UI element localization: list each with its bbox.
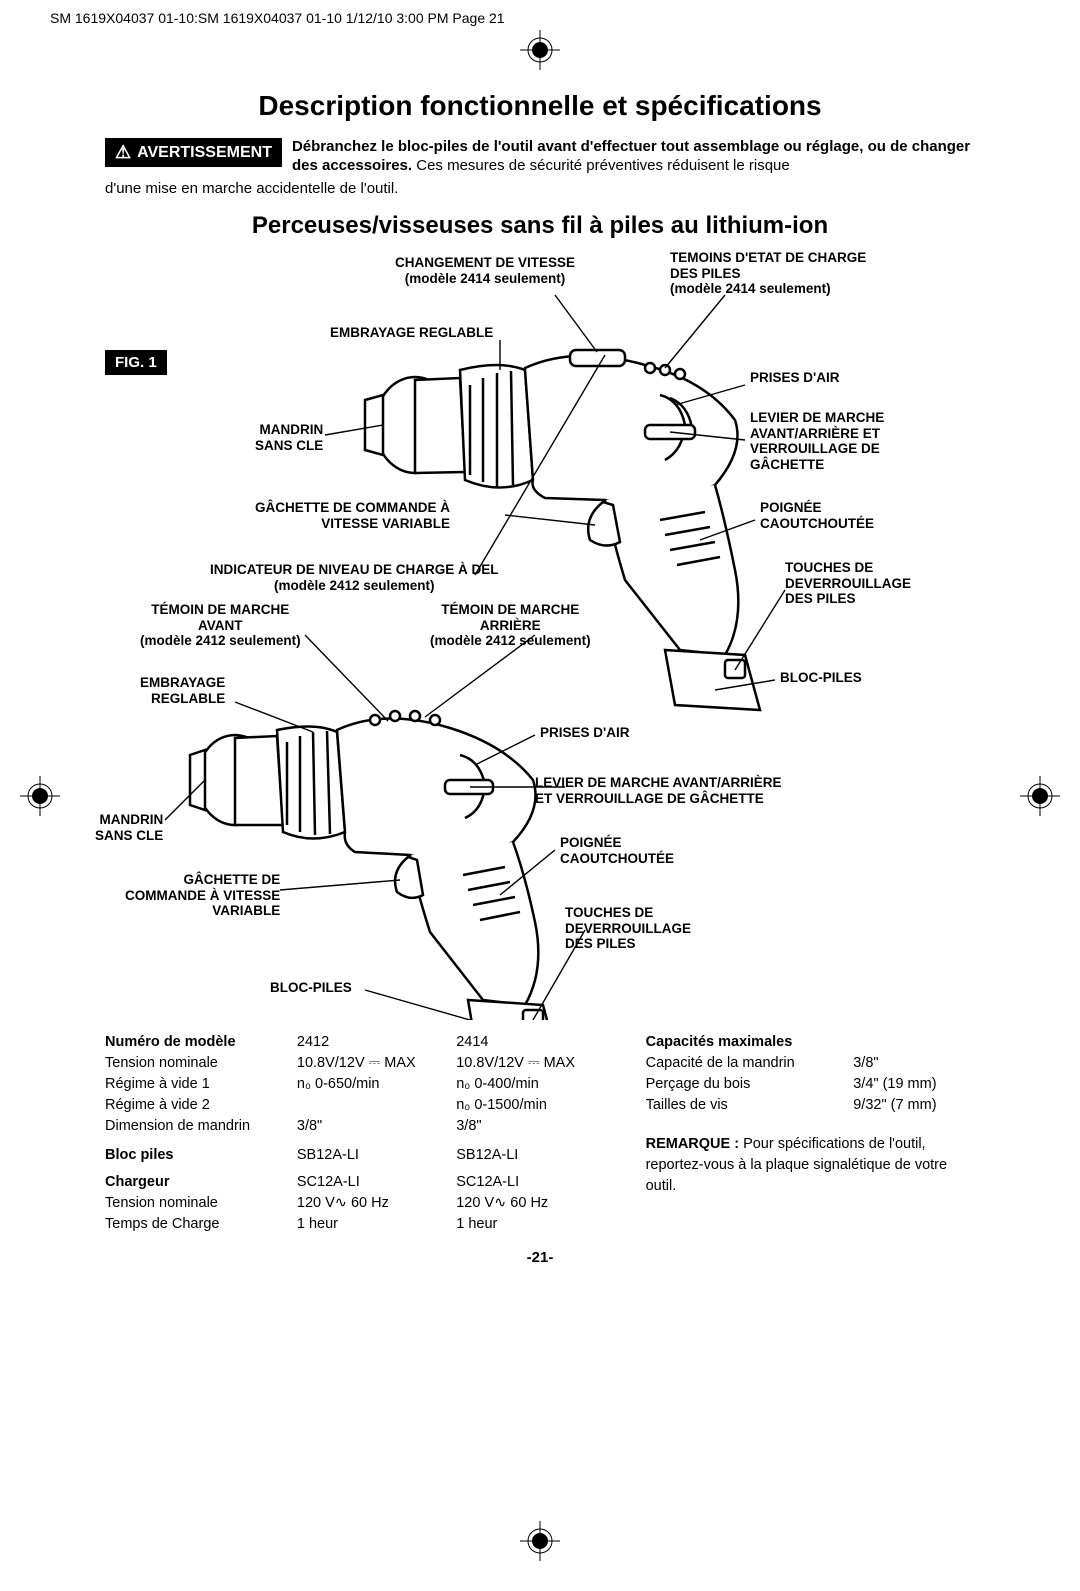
callout-battery-upper: BLOC-PILES bbox=[780, 670, 862, 686]
spec-row: Bloc pilesSB12A-LISB12A-LI bbox=[105, 1145, 616, 1166]
registration-mark-top bbox=[520, 30, 560, 70]
registration-mark-right bbox=[1020, 776, 1060, 816]
callout-fwd-rev-lower: LEVIER DE MARCHE AVANT/ARRIÈREET VERROUI… bbox=[535, 775, 782, 806]
cap-row: Tailles de vis9/32" (7 mm) bbox=[646, 1095, 975, 1116]
warning-badge: ⚠ AVERTISSEMENT bbox=[105, 138, 282, 167]
spec-row: Tension nominale10.8V/12V ⎓ MAX10.8V/12V… bbox=[105, 1053, 616, 1074]
spec-row: Tension nominale120 V∿ 60 Hz120 V∿ 60 Hz bbox=[105, 1193, 616, 1214]
callout-keyless-chuck-upper: MANDRINSANS CLE bbox=[255, 422, 323, 453]
callout-air-vents-lower: PRISES D'AIR bbox=[540, 725, 629, 741]
page-number: -21- bbox=[105, 1249, 975, 1266]
subtitle: Perceuses/visseuses sans fil à piles au … bbox=[105, 212, 975, 240]
callout-speed-change: CHANGEMENT DE VITESSE(modèle 2414 seulem… bbox=[395, 255, 575, 286]
callout-adj-clutch-lower: EMBRAYAGEREGLABLE bbox=[140, 675, 225, 706]
registration-mark-bottom bbox=[520, 1521, 560, 1561]
warning-label: AVERTISSEMENT bbox=[137, 144, 272, 162]
diagram-area: FIG. 1 bbox=[105, 250, 975, 1020]
callout-rubber-grip-upper: POIGNÉECAOUTCHOUTÉE bbox=[760, 500, 874, 531]
spec-row: ChargeurSC12A-LISC12A-LI bbox=[105, 1172, 616, 1193]
spec-row: Régime à vide 1n₀ 0-650/minn₀ 0-400/min bbox=[105, 1074, 616, 1095]
warning-continuation: d'une mise en marche accidentelle de l'o… bbox=[105, 180, 975, 199]
callout-battery-status: TEMOINS D'ETAT DE CHARGEDES PILES(modèle… bbox=[670, 250, 866, 297]
callout-fwd-led: TÉMOIN DE MARCHEAVANT(modèle 2412 seulem… bbox=[140, 602, 301, 649]
spec-col-2414: 2414 bbox=[456, 1032, 615, 1053]
callout-adj-clutch-upper: EMBRAYAGE REGLABLE bbox=[330, 325, 493, 341]
main-title: Description fonctionnelle et spécificati… bbox=[105, 90, 975, 122]
cap-row: Perçage du bois3/4" (19 mm) bbox=[646, 1074, 975, 1095]
callout-trigger-lower: GÂCHETTE DECOMMANDE À VITESSEVARIABLE bbox=[125, 872, 280, 919]
remarque-note: REMARQUE : Pour spécifications de l'outi… bbox=[646, 1134, 975, 1197]
spec-col-2412: 2412 bbox=[297, 1032, 456, 1053]
callout-keyless-chuck-lower: MANDRINSANS CLE bbox=[95, 812, 163, 843]
warning-text: Débranchez le bloc-piles de l'outil avan… bbox=[292, 138, 975, 176]
remarque-label: REMARQUE : bbox=[646, 1136, 739, 1152]
warning-icon: ⚠ bbox=[115, 142, 131, 163]
spec-row: Régime à vide 2n₀ 0-1500/min bbox=[105, 1095, 616, 1116]
capacities-header: Capacités maximales bbox=[646, 1032, 975, 1053]
cap-row: Capacité de la mandrin3/8" bbox=[646, 1053, 975, 1074]
callout-battery-lower: BLOC-PILES bbox=[270, 980, 352, 996]
callout-air-vents-upper: PRISES D'AIR bbox=[750, 370, 839, 386]
warning-rest: Ces mesures de sécurité préventives rédu… bbox=[412, 157, 790, 174]
callout-rubber-grip-lower: POIGNÉECAOUTCHOUTÉE bbox=[560, 835, 674, 866]
callout-trigger-upper: GÂCHETTE DE COMMANDE ÀVITESSE VARIABLE bbox=[255, 500, 450, 531]
print-header: SM 1619X04037 01-10:SM 1619X04037 01-10 … bbox=[50, 10, 505, 26]
spec-row: Temps de Charge1 heur1 heur bbox=[105, 1214, 616, 1235]
callout-release-lower: TOUCHES DEDEVERROUILLAGEDES PILES bbox=[565, 905, 691, 952]
registration-mark-left bbox=[20, 776, 60, 816]
callout-fwd-rev-upper: LEVIER DE MARCHEAVANT/ARRIÈRE ETVERROUIL… bbox=[750, 410, 884, 472]
specs-table-left: Numéro de modèle 2412 2414 Tension nomin… bbox=[105, 1032, 616, 1235]
spec-model-label: Numéro de modèle bbox=[105, 1032, 297, 1053]
specs-section: Numéro de modèle 2412 2414 Tension nomin… bbox=[105, 1032, 975, 1235]
capacities-table: Capacités maximales Capacité de la mandr… bbox=[646, 1032, 975, 1116]
callout-rev-led: TÉMOIN DE MARCHEARRIÈRE(modèle 2412 seul… bbox=[430, 602, 591, 649]
spec-row: Dimension de mandrin3/8"3/8" bbox=[105, 1116, 616, 1137]
callout-release-upper: TOUCHES DEDEVERROUILLAGEDES PILES bbox=[785, 560, 911, 607]
callout-led-indicator: INDICATEUR DE NIVEAU DE CHARGE À DEL(mod… bbox=[210, 562, 499, 593]
